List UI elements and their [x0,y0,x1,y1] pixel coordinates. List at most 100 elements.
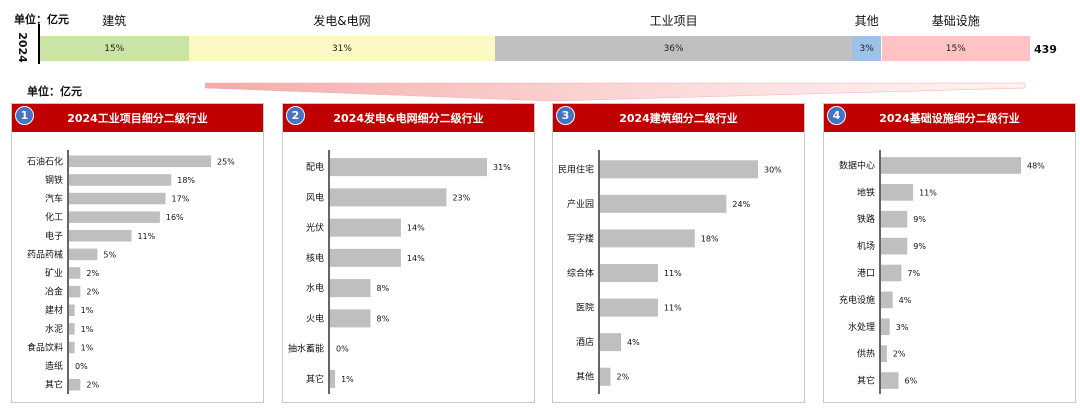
category-label: 食品饮料 [27,341,63,353]
value-label: 14% [407,254,425,263]
category-label: 配电 [306,161,324,173]
bar [330,279,371,298]
category-label: 地铁 [857,186,875,198]
category-label: 冶金 [45,286,63,298]
category-label: 其它 [857,375,875,387]
value-label: 25% [217,157,235,166]
value-label: 11% [137,232,155,241]
value-label: 11% [919,188,937,197]
category-label: 水电 [306,282,324,294]
category-label: 造纸 [45,360,63,372]
panel-infrastructure: 2024基础设施细分二级行业 4 数据中心 48% 地铁 11% 铁路 9% 机场 9% 港口 7… [823,103,1076,403]
panel-number-badge: 3 [556,106,575,125]
bar [69,229,132,242]
category-label: 化工 [45,211,63,223]
panel-title: 2024发电&电网细分二级行业 [283,104,534,132]
bar-chart: 石油石化 25% 钢铁 18% 汽车 17% 化工 16% 电子 11% 药品药械 5% 矿业 2% 冶金 2… [27,150,235,394]
category-label: 供热 [857,348,875,360]
transition-arrow [205,82,1026,102]
value-label: 17% [172,195,190,204]
panel-power-grid: 2024发电&电网细分二级行业 2 配电 31% 风电 23% 光伏 14% 核电 14% 水电… [282,103,535,403]
value-label: 7% [907,269,920,278]
bar [69,248,98,261]
bar [69,211,160,223]
bar [330,369,336,388]
category-label: 民用住宅 [558,163,594,175]
axis-line [38,24,40,64]
category-label: 其它 [45,379,63,391]
category-label: 酒店 [576,336,594,348]
bar [881,157,1021,174]
stacked-segment: 15% [881,36,1030,61]
panel-title: 2024基础设施细分二级行业 [824,104,1075,132]
category-label: 水处理 [848,321,875,333]
bar [69,378,81,391]
stacked-segment: 31% [188,36,496,61]
bar-chart: 配电 31% 风电 23% 光伏 14% 核电 14% 水电 8% 火电 8% 抽水蓄能 0% 其它 1% [288,150,511,394]
value-label: 1% [81,306,94,315]
value-label: 9% [913,242,926,251]
year-label: 2024 [15,31,29,63]
category-label: 光伏 [306,222,324,234]
bar [69,323,75,335]
segment-category-label: 发电&电网 [313,14,371,28]
bar [600,229,695,248]
total-label: 439 [1034,43,1057,56]
bar [881,183,914,201]
bar [600,367,611,386]
value-label: 18% [701,234,719,243]
bar-chart: 数据中心 48% 地铁 11% 铁路 9% 机场 9% 港口 7% 充电设施 4% 水处理 3% 供热 2% 其… [839,150,1045,394]
value-label: 11% [664,269,682,278]
value-label: 8% [377,314,390,323]
segment-category-label: 基础设施 [931,14,980,28]
category-label: 石油石化 [27,155,63,167]
panel-number-badge: 1 [15,106,34,125]
bar [330,309,371,328]
bar [330,218,401,237]
bar [69,341,75,354]
bar [881,210,908,228]
value-label: 48% [1027,161,1045,170]
category-label: 电子 [45,230,63,242]
value-label: 11% [664,304,682,313]
bar [600,333,622,352]
category-label: 抽水蓄能 [288,343,324,355]
category-label: 钢铁 [45,174,63,186]
panel-number-badge: 2 [286,106,305,125]
bar [600,160,758,179]
panel-construction: 2024建筑细分二级行业 3 民用住宅 30% 产业园 24% 写字楼 18% 综合体 11%… [552,103,805,403]
category-label: 写字楼 [567,232,594,244]
value-label: 6% [905,377,918,386]
category-label: 矿业 [45,267,63,279]
panel-title: 2024工业项目细分二级行业 [12,104,263,132]
bar [330,248,401,267]
bar [600,264,658,282]
bar [69,192,166,205]
bar [69,285,81,298]
value-label: 18% [177,176,195,185]
value-label: 9% [913,215,926,224]
category-label: 核电 [306,252,324,264]
segment-category-label: 建筑 [102,14,127,28]
unit-label-sub: 单位：亿元 [27,85,82,98]
value-label: 31% [493,163,511,172]
bar [330,188,447,207]
panel-number-badge: 4 [827,106,846,125]
value-label: 0% [336,345,349,354]
value-label: 24% [732,200,750,209]
category-label: 充电设施 [839,294,875,306]
value-label: 23% [452,193,470,202]
value-label: 1% [81,343,94,352]
value-label: 2% [86,269,99,278]
category-label: 铁路 [857,213,875,225]
segment-category-label: 其他 [854,14,879,28]
value-label: 3% [896,323,909,332]
segment-category-label: 工业项目 [649,14,698,28]
value-label: 2% [86,381,99,390]
value-label: 4% [627,338,640,347]
stacked-segment: 36% [495,36,852,61]
value-label: 2% [86,288,99,297]
category-label: 火电 [306,312,324,324]
category-label: 风电 [306,191,324,203]
bar [69,267,81,279]
